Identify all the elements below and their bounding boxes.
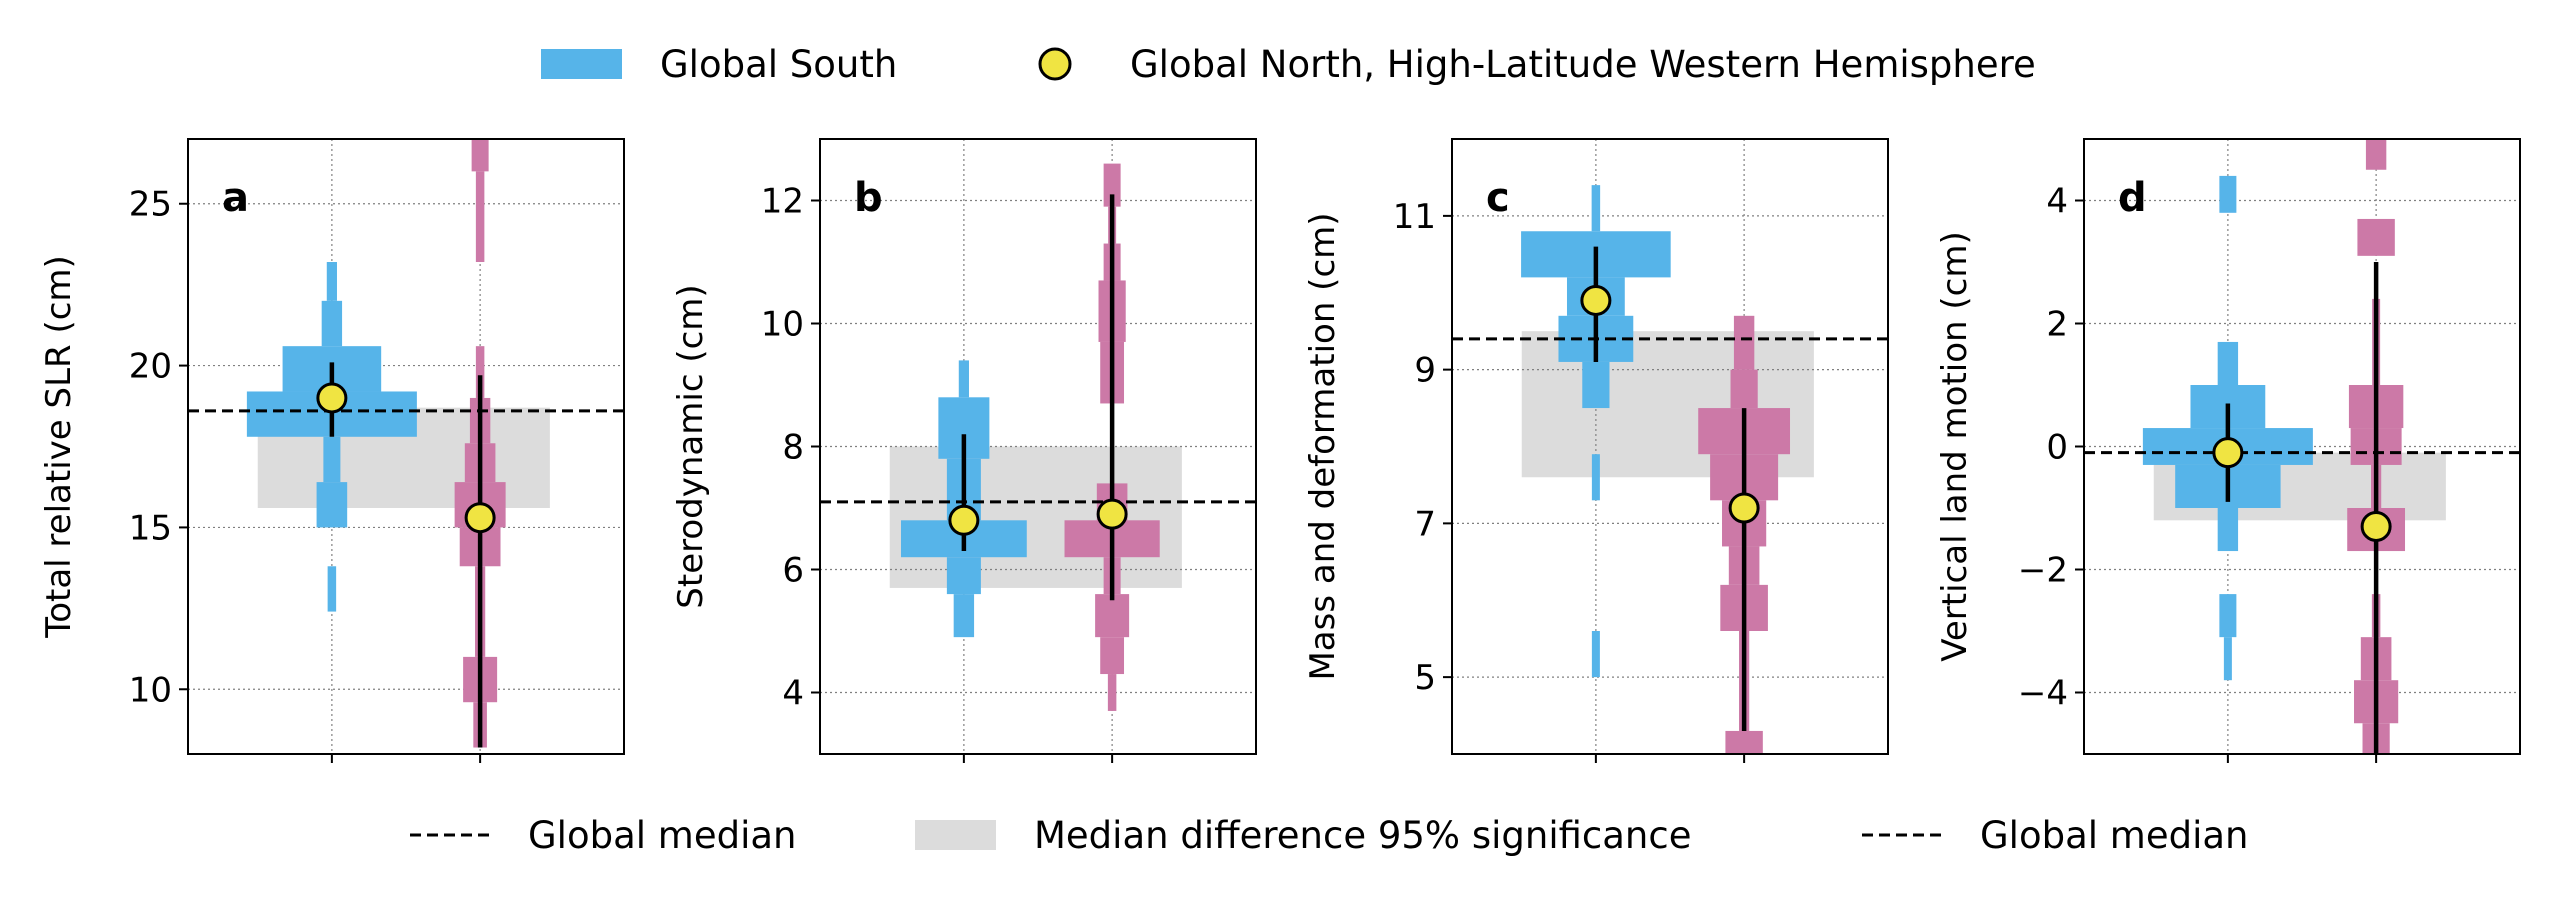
hist-bin bbox=[321, 300, 343, 347]
hist-bin bbox=[327, 566, 337, 612]
y-tick-label: 12 bbox=[761, 182, 804, 222]
hist-bin bbox=[326, 262, 337, 301]
axes-frame bbox=[187, 138, 625, 755]
hist-bin bbox=[1591, 185, 1601, 232]
y-tick-label: 10 bbox=[129, 670, 172, 710]
hist-bin bbox=[2223, 637, 2232, 681]
median-marker bbox=[316, 382, 348, 414]
hist-bin bbox=[475, 171, 485, 262]
hist-bin bbox=[2217, 508, 2239, 552]
legend-marker-global-north bbox=[1038, 47, 1072, 81]
median-marker bbox=[1580, 284, 1612, 316]
plot-area bbox=[2084, 139, 2520, 754]
panel-b: 4 6 8 10 12 b Sterodynamic (cm) bbox=[671, 138, 1257, 763]
median-marker bbox=[464, 502, 496, 534]
hist-bin bbox=[316, 482, 348, 528]
plot-area bbox=[1452, 139, 1888, 754]
y-axis-label: Vertical land motion (cm) bbox=[1935, 231, 1975, 662]
hist-bin bbox=[1095, 594, 1130, 638]
panel-letter: a bbox=[222, 175, 249, 221]
y-tick-label: 15 bbox=[129, 508, 172, 548]
hist-bin bbox=[1582, 361, 1610, 409]
legend-swatch-significance bbox=[915, 820, 996, 850]
hist-bin bbox=[958, 360, 969, 398]
hist-bin bbox=[1591, 454, 1600, 501]
panel-a: 10 15 20 25 a Total relative SLR (cm) bbox=[39, 138, 625, 763]
hist-bin bbox=[471, 139, 489, 172]
plot-area bbox=[820, 139, 1256, 754]
hist-bin bbox=[2219, 594, 2237, 638]
hist-bin bbox=[2357, 218, 2395, 256]
legend-label-significance: Median difference 95% significance bbox=[1034, 814, 1692, 857]
hist-bin bbox=[1733, 315, 1755, 370]
hist-bin bbox=[2365, 139, 2387, 170]
significance-band bbox=[889, 446, 1182, 588]
hist-bin bbox=[1100, 637, 1125, 675]
panel-letter: d bbox=[2118, 175, 2147, 221]
y-axis-label: Total relative SLR (cm) bbox=[39, 255, 79, 639]
y-tick-label: 4 bbox=[782, 674, 804, 714]
y-tick-label: 5 bbox=[1414, 658, 1436, 698]
y-tick-label: 4 bbox=[2046, 182, 2068, 222]
plot-area bbox=[188, 139, 624, 754]
median-marker bbox=[1728, 492, 1760, 524]
y-tick-label: 0 bbox=[2046, 428, 2068, 468]
median-marker bbox=[2212, 437, 2244, 469]
hist-bin bbox=[2219, 175, 2237, 213]
legend-bottom: Global median Median difference 95% sign… bbox=[410, 814, 2249, 857]
hist-bin bbox=[475, 346, 485, 398]
y-tick-label: −2 bbox=[2018, 551, 2068, 591]
legend-label-global-north: Global North, High-Latitude Western Hemi… bbox=[1130, 43, 2036, 86]
y-tick-label: 11 bbox=[1393, 197, 1436, 237]
panel-letter: b bbox=[854, 175, 883, 221]
y-tick-label: 20 bbox=[129, 347, 172, 387]
y-tick-label: 10 bbox=[761, 305, 804, 345]
y-tick-label: −4 bbox=[2018, 674, 2068, 714]
y-tick-label: 6 bbox=[782, 551, 804, 591]
panel-c: 5 7 9 11 c Mass and deformation (cm) bbox=[1303, 138, 1889, 763]
median-marker bbox=[1096, 498, 1128, 530]
median-marker bbox=[948, 504, 980, 536]
hist-bin bbox=[1107, 674, 1117, 711]
hist-bin bbox=[1730, 369, 1758, 409]
y-axis-label: Mass and deformation (cm) bbox=[1303, 212, 1343, 680]
hist-bin bbox=[953, 594, 975, 638]
legend-top: Global South Global North, High-Latitude… bbox=[541, 43, 2036, 86]
y-axis-label: Sterodynamic (cm) bbox=[671, 284, 711, 608]
hist-bin bbox=[2217, 341, 2239, 385]
axes-frame bbox=[1451, 138, 1889, 755]
panel-letter: c bbox=[1486, 175, 1510, 221]
hist-bin bbox=[1591, 631, 1600, 678]
hist-bin bbox=[323, 436, 341, 483]
y-tick-label: 8 bbox=[782, 428, 804, 468]
legend-label-global-south: Global South bbox=[660, 43, 897, 86]
legend-swatch-global-south bbox=[541, 49, 622, 79]
panel-d: −4 −2 0 2 4 d Vertical land motion (cm) bbox=[1935, 138, 2521, 763]
y-tick-label: 7 bbox=[1414, 504, 1436, 544]
y-tick-label: 2 bbox=[2046, 305, 2068, 345]
legend-label-global-median-1: Global median bbox=[528, 814, 797, 857]
y-tick-label: 9 bbox=[1414, 351, 1436, 391]
hist-bin bbox=[1725, 730, 1763, 754]
hist-bin bbox=[1103, 163, 1121, 207]
median-marker bbox=[2360, 510, 2392, 542]
legend-label-global-median-2: Global median bbox=[1980, 814, 2249, 857]
y-tick-label: 25 bbox=[129, 185, 172, 225]
hist-bin bbox=[946, 557, 981, 595]
